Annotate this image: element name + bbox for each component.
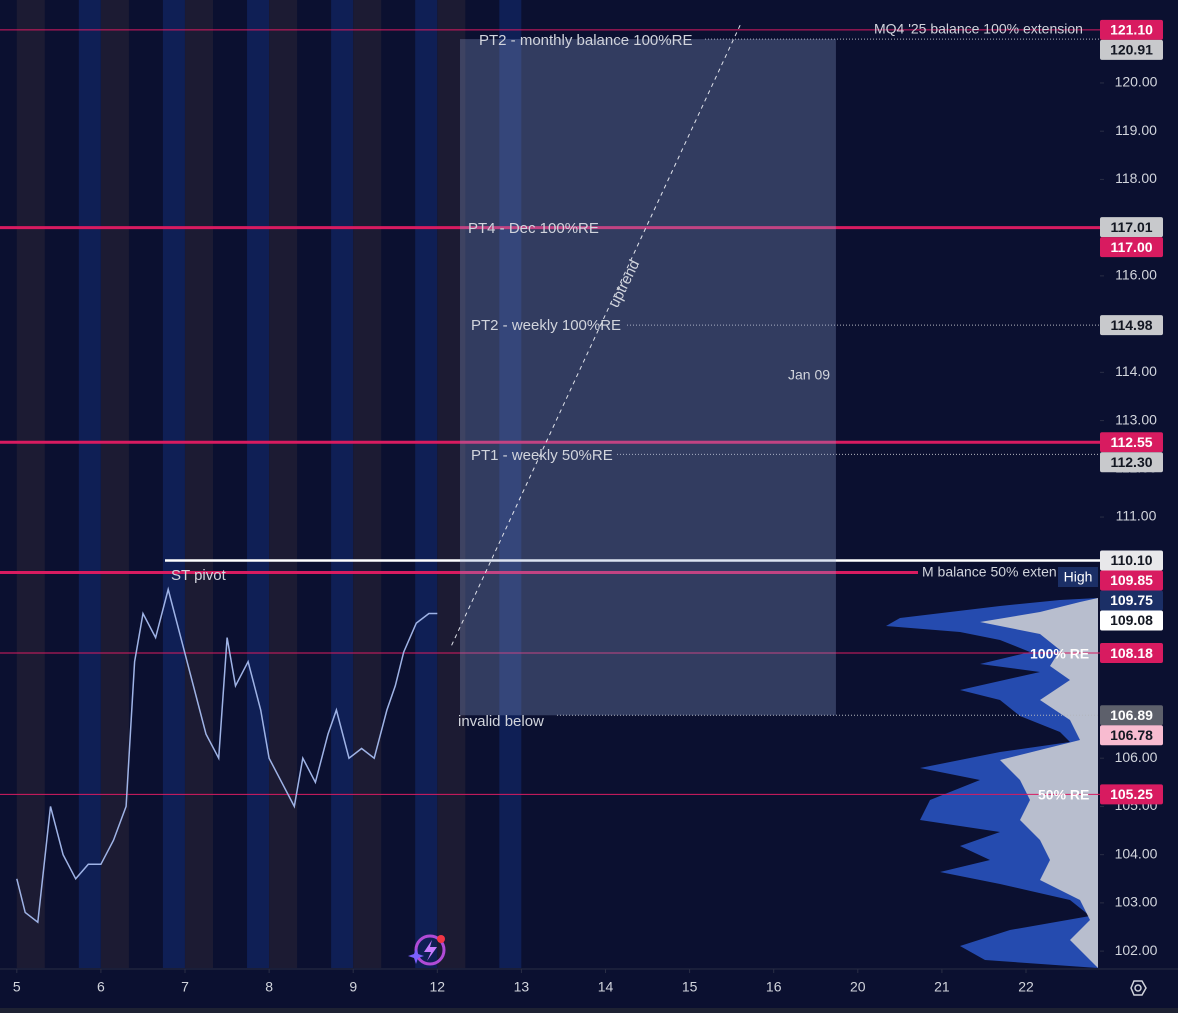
annotation: ST pivot <box>171 567 227 584</box>
axis-panel <box>1100 0 1178 1013</box>
annotation: PT4 - Dec 100%RE <box>468 220 599 237</box>
lightning-icon[interactable] <box>408 934 446 966</box>
settings-icon[interactable] <box>1130 980 1147 996</box>
price-tag-label: 121.10 <box>1110 22 1153 38</box>
price-tag-label: 112.55 <box>1110 434 1152 450</box>
x-tick-label: 22 <box>1018 979 1034 995</box>
price-tag-label: 120.91 <box>1110 42 1153 58</box>
annotation: M balance 50% exten <box>922 564 1057 580</box>
price-tag <box>1100 784 1163 805</box>
x-tick-label: 7 <box>181 979 189 995</box>
price-tag <box>1100 643 1163 664</box>
y-tick-label: 119.00 <box>1115 122 1157 138</box>
y-tick-label: 113.00 <box>1115 411 1157 427</box>
price-tag-label: 112.30 <box>1110 454 1152 470</box>
volume-profile <box>886 598 1098 968</box>
x-tick-label: 14 <box>598 979 614 995</box>
target-zone <box>460 39 836 716</box>
price-tag <box>1100 590 1163 611</box>
session-band <box>415 0 438 968</box>
annotation: High <box>1064 569 1093 585</box>
session-band <box>247 0 270 968</box>
high-tag <box>1058 567 1098 587</box>
session-band <box>100 0 129 968</box>
x-tick-label: 6 <box>97 979 105 995</box>
x-tick-label: 16 <box>766 979 782 995</box>
price-tag-label: 109.08 <box>1110 612 1153 628</box>
y-tick-label: 120.00 <box>1115 74 1158 90</box>
price-tag <box>1100 570 1163 591</box>
price-tag-label: 109.85 <box>1110 572 1153 588</box>
bottom-strip <box>0 1008 1178 1013</box>
y-tick-label: 111.00 <box>1116 508 1157 524</box>
annotation: Jan 09 <box>788 367 830 383</box>
y-tick-label: 102.00 <box>1115 942 1158 958</box>
annotation: PT2 - weekly 100%RE <box>471 317 621 334</box>
y-tick-label: 114.00 <box>1115 363 1157 379</box>
price-tag-label: 117.01 <box>1110 219 1152 235</box>
price-tag <box>1100 550 1163 571</box>
price-tag-label: 105.25 <box>1110 786 1153 802</box>
price-tag <box>1100 39 1163 60</box>
y-tick-label: 118.00 <box>1115 170 1157 186</box>
price-tag-label: 108.18 <box>1110 645 1153 661</box>
annotation: invalid below <box>458 713 544 730</box>
session-band <box>499 0 522 968</box>
price-tag <box>1100 237 1163 258</box>
session-band <box>162 0 185 968</box>
price-tag <box>1100 19 1163 40</box>
session-band <box>16 0 45 968</box>
price-tag-label: 117.00 <box>1110 239 1152 255</box>
x-tick-label: 5 <box>13 979 21 995</box>
y-tick-label: 106.00 <box>1115 749 1158 765</box>
y-tick-label: 116.00 <box>1115 267 1157 283</box>
session-band <box>353 0 382 968</box>
price-tag <box>1100 705 1163 726</box>
price-tag <box>1100 610 1163 631</box>
x-tick-label: 13 <box>514 979 530 995</box>
x-tick-label: 15 <box>682 979 698 995</box>
price-tag-label: 109.75 <box>1110 592 1153 608</box>
annotation: PT1 - weekly 50%RE <box>471 447 613 464</box>
x-tick-label: 9 <box>349 979 357 995</box>
annotation: MQ4 '25 balance 100% extension <box>874 21 1083 37</box>
y-tick-label: 103.00 <box>1115 894 1158 910</box>
annotation: 50% RE <box>1038 787 1089 803</box>
price-tag-label: 106.89 <box>1110 707 1153 723</box>
price-line <box>16 586 438 924</box>
y-tick-label: 104.00 <box>1115 845 1158 861</box>
x-tick-label: 20 <box>850 979 866 995</box>
session-band <box>331 0 354 968</box>
price-tag-label: 114.98 <box>1110 317 1152 333</box>
price-tag-label: 106.78 <box>1110 727 1153 743</box>
price-tag <box>1100 217 1163 238</box>
x-tick-label: 8 <box>265 979 273 995</box>
session-band <box>78 0 101 968</box>
session-band <box>185 0 214 968</box>
x-tick-label: 12 <box>430 979 446 995</box>
price-tag-label: 110.10 <box>1110 552 1152 568</box>
price-tag <box>1100 315 1163 336</box>
annotation: 100% RE <box>1030 646 1089 662</box>
price-tag <box>1100 725 1163 746</box>
session-band <box>437 0 466 968</box>
session-band <box>269 0 298 968</box>
x-tick-label: 21 <box>934 979 950 995</box>
price-tag <box>1100 432 1163 453</box>
trend-line <box>451 21 743 646</box>
annotation: PT2 - monthly balance 100%RE <box>479 32 692 49</box>
price-tag <box>1100 452 1163 473</box>
